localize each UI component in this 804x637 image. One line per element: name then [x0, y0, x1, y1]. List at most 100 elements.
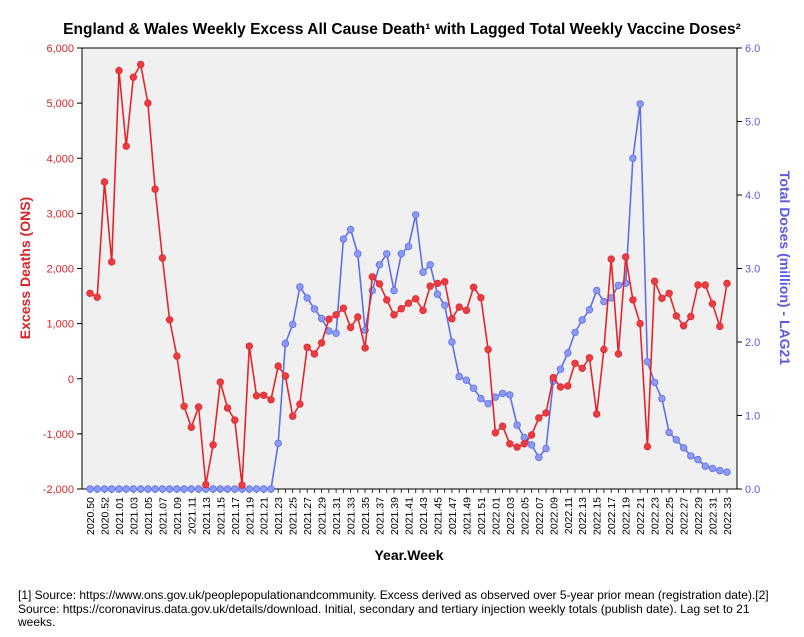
- x-tick-label: 2021.13: [201, 497, 213, 535]
- deaths-point: [144, 99, 152, 107]
- x-tick-label: 2022.27: [679, 497, 691, 535]
- left-tick-label: -1,000: [43, 429, 74, 441]
- right-tick-label: 5.0: [745, 117, 760, 129]
- deaths-point: [187, 423, 195, 431]
- deaths-point: [412, 295, 420, 303]
- deaths-point: [462, 306, 471, 315]
- x-tick-label: 2022.07: [534, 497, 546, 535]
- deaths-point: [209, 441, 217, 449]
- doses-point: [535, 453, 543, 462]
- doses-point: [650, 378, 659, 387]
- deaths-point: [93, 293, 101, 301]
- deaths-point: [491, 429, 500, 437]
- x-tick-label: 2021.49: [461, 497, 473, 535]
- deaths-point: [469, 283, 478, 291]
- x-tick-label: 2021.51: [476, 497, 488, 535]
- doses-point: [600, 297, 608, 306]
- deaths-point: [332, 311, 340, 319]
- doses-point: [375, 261, 384, 269]
- deaths-point: [484, 345, 492, 354]
- doses-point: [578, 316, 586, 324]
- deaths-point: [404, 299, 413, 307]
- x-tick-label: 2021.21: [259, 497, 271, 535]
- x-tick-label: 2021.41: [404, 497, 416, 535]
- deaths-point: [629, 296, 637, 304]
- deaths-point: [498, 422, 507, 430]
- deaths-point: [455, 303, 463, 311]
- left-tick-label: 0: [68, 374, 74, 386]
- deaths-point: [542, 409, 550, 417]
- deaths-point: [107, 258, 116, 266]
- doses-point: [629, 154, 637, 162]
- right-tick-label: 4.0: [745, 190, 760, 202]
- x-tick-label: 2021.07: [157, 497, 169, 535]
- deaths-point: [622, 253, 630, 261]
- x-tick-label: 2021.27: [302, 497, 314, 535]
- doses-point: [441, 301, 449, 309]
- deaths-point: [238, 481, 246, 489]
- x-tick-label: 2021.01: [114, 497, 126, 535]
- x-tick-label: 2022.29: [693, 497, 705, 535]
- doses-point: [448, 338, 456, 346]
- doses-point: [144, 485, 152, 493]
- doses-point: [194, 485, 203, 493]
- deaths-point: [716, 322, 724, 331]
- deaths-point: [289, 412, 297, 420]
- deaths-point: [281, 372, 290, 380]
- deaths-point: [231, 416, 239, 424]
- doses-point: [665, 428, 673, 437]
- doses-point: [216, 485, 224, 493]
- deaths-point: [571, 359, 579, 367]
- doses-point: [419, 268, 427, 276]
- deaths-point: [361, 344, 369, 352]
- doses-point: [390, 286, 398, 295]
- doses-point: [636, 100, 644, 108]
- x-tick-label: 2021.31: [331, 497, 343, 535]
- series-total-doses: [86, 100, 731, 493]
- deaths-point: [433, 279, 442, 288]
- doses-point: [477, 394, 485, 403]
- deaths-point: [527, 431, 536, 439]
- right-tick-label: 2.0: [745, 337, 760, 349]
- x-tick-label: 2022.03: [505, 497, 517, 535]
- doses-point: [339, 235, 348, 243]
- deaths-point: [115, 66, 123, 75]
- doses-point: [498, 389, 507, 398]
- right-tick-label: 6.0: [745, 43, 760, 55]
- doses-point: [317, 314, 326, 323]
- right-tick-label: 0.0: [745, 484, 760, 496]
- x-tick-label: 2021.35: [360, 497, 372, 535]
- doses-point: [354, 250, 362, 258]
- deaths-point: [86, 289, 94, 297]
- doses-point: [296, 283, 304, 291]
- chart-title: England & Wales Weekly Excess All Cause …: [63, 21, 741, 38]
- doses-point: [93, 485, 101, 493]
- deaths-point: [593, 410, 601, 418]
- deaths-point: [173, 352, 181, 360]
- doses-point: [687, 452, 695, 460]
- deaths-point: [383, 296, 391, 304]
- right-axis-label: Total Doses (million) - LAG21: [777, 171, 793, 365]
- doses-point: [571, 328, 579, 337]
- deaths-point: [701, 281, 709, 289]
- deaths-point: [303, 343, 311, 351]
- x-tick-label: 2021.33: [346, 497, 358, 535]
- deaths-point: [216, 378, 224, 386]
- left-axis-label: Excess Deaths (ONS): [17, 197, 33, 339]
- doses-point: [708, 464, 717, 473]
- doses-point: [209, 485, 217, 493]
- x-tick-label: 2022.21: [635, 497, 647, 535]
- doses-point: [252, 485, 261, 493]
- x-tick-label: 2021.09: [172, 497, 184, 535]
- x-tick-label: 2022.23: [650, 497, 662, 535]
- deaths-point: [317, 339, 326, 347]
- doses-point: [527, 441, 536, 449]
- deaths-point: [346, 323, 355, 332]
- x-tick-label: 2021.39: [389, 497, 401, 535]
- excess-deaths-chart: England & Wales Weekly Excess All Cause …: [17, 21, 793, 563]
- doses-point: [129, 485, 138, 493]
- x-tick-label: 2022.17: [606, 497, 618, 535]
- doses-point: [122, 485, 130, 493]
- series-excess-deaths: [86, 60, 731, 489]
- x-tick-label: 2021.23: [273, 497, 285, 535]
